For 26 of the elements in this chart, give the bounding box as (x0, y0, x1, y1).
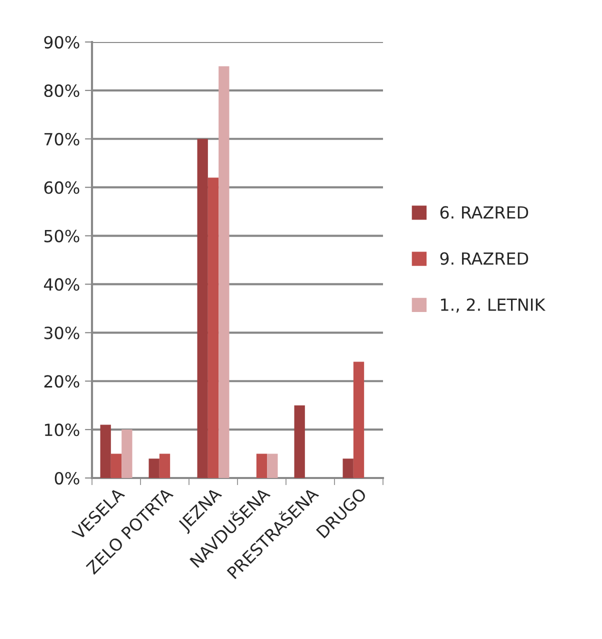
y-tick-label: 90% (44, 36, 80, 49)
bar (110, 454, 122, 478)
bar (159, 454, 170, 478)
bar (218, 66, 230, 478)
bar (100, 424, 111, 478)
bar (267, 454, 278, 478)
y-tick-label: 10% (44, 424, 80, 436)
y-tick-label: 40% (44, 278, 80, 291)
bar (256, 454, 268, 478)
legend-label: 9. RAZRED (440, 252, 528, 265)
y-tick-label: 60% (44, 181, 80, 194)
bar (294, 405, 305, 478)
y-tick-label: 50% (44, 230, 80, 242)
y-tick-label: 30% (44, 326, 80, 340)
bar (148, 458, 160, 478)
bar (353, 362, 364, 478)
y-tick-label: 0% (54, 472, 80, 485)
y-tick-label: 80% (44, 84, 80, 98)
legend-label: 6. RAZRED (440, 206, 528, 219)
legend-label: 1., 2. LETNIK (441, 298, 546, 313)
y-tick-label: 20% (44, 375, 80, 388)
bar (208, 178, 219, 478)
bar (342, 458, 354, 478)
bar (122, 430, 132, 478)
y-tick-label: 70% (44, 132, 80, 146)
bar (197, 138, 208, 478)
